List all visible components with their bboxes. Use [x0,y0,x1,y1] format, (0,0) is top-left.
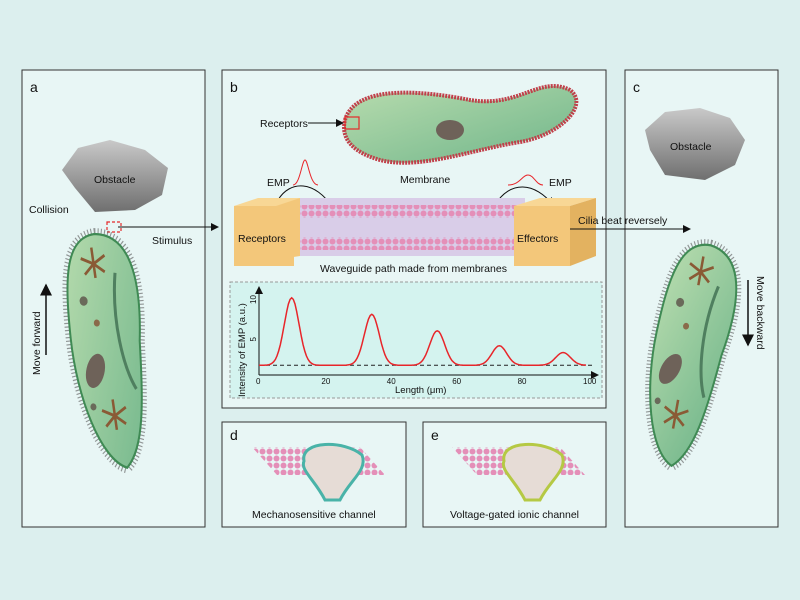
emp-right-pulse [507,174,544,186]
panel-a-letter: a [30,79,38,95]
obstacle-c-label: Obstacle [670,141,712,153]
panel-b: b Receptors Membrane EMP EMP Receptors E… [221,69,607,409]
move-backward-label: Move backward [754,276,766,350]
receptors-block [234,206,294,266]
lipid-layer-bottom [300,237,525,250]
effectors-block-label: Effectors [517,233,558,245]
cilia-label: Cilia beat reversely [578,215,668,227]
voltage-gated-channel-icon [501,443,565,502]
y-axis-label: Intensity of EMP (a.u.) [237,303,248,397]
panel-c-letter: c [633,79,640,95]
x-tick-label: 80 [518,377,527,386]
panel-e: e Voltage-gated ionic channel [422,421,607,528]
x-tick-label: 0 [256,377,261,386]
chart-background [229,281,603,399]
stimulus-label: Stimulus [152,235,192,247]
emp-curve [259,296,587,366]
panel-c: c Obstacle Cilia beat reversely Move bac… [570,69,779,528]
x-tick-label: 100 [583,377,597,386]
obstacle-label: Obstacle [94,174,136,186]
panel-d: d Mechanosensitive channel [221,421,407,528]
panel-e-letter: e [431,427,439,443]
membrane-label: Membrane [400,174,450,186]
emp-left-pulse [292,159,319,186]
receptors-highlight [344,116,360,130]
x-tick-label: 40 [387,377,396,386]
collision-highlight [106,221,122,233]
collision-label: Collision [29,204,69,216]
obstacle-rock [62,140,168,212]
panel-e-caption: Voltage-gated ionic channel [450,509,579,521]
receptors-block-label: Receptors [238,233,286,245]
move-forward-label: Move forward [31,311,43,375]
effectors-block [514,206,570,266]
y-tick-label: 10 [249,295,258,304]
emp-chart: Intensity of EMP (a.u.) Length (μm) 0 20 4… [229,281,603,399]
lipid-layer-top [300,205,525,218]
waveguide-caption: Waveguide path made from membranes [320,263,507,275]
panel-d-caption: Mechanosensitive channel [252,509,376,521]
panel-a: a Obstacle Collision Move forward [21,69,206,528]
obstacle-rock-c [645,108,745,180]
x-tick-label: 60 [452,377,461,386]
x-axis-label: Length (μm) [395,385,446,396]
panel-b-letter: b [230,79,238,95]
mechanosensitive-channel-icon [301,443,365,502]
x-tick-label: 20 [321,377,330,386]
y-tick-label: 5 [249,337,258,342]
panel-d-letter: d [230,427,238,443]
emp-right-label: EMP [549,177,572,189]
receptors-top-label: Receptors [260,118,308,130]
emp-left-label: EMP [267,177,290,189]
